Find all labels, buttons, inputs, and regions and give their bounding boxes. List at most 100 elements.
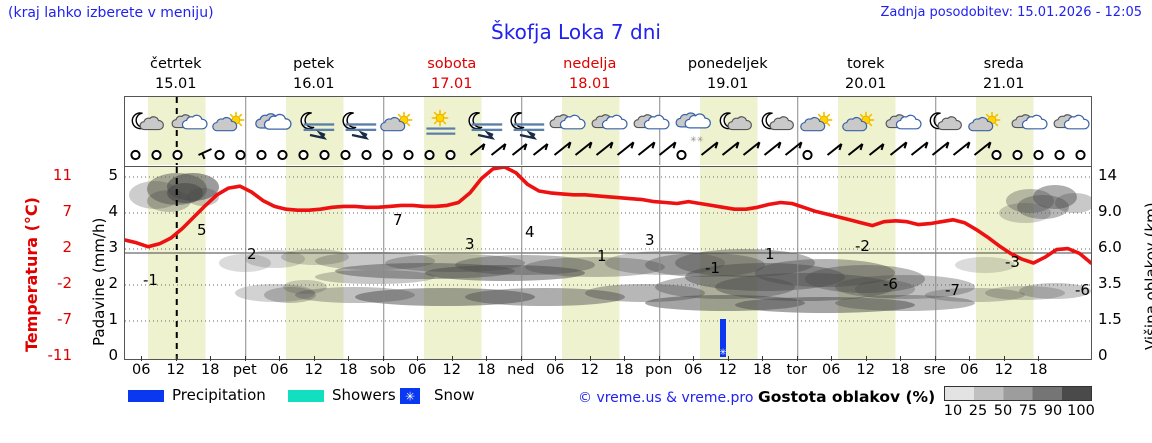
- cloud-blob-23: [675, 249, 815, 277]
- x-tick-20: 06: [822, 362, 841, 378]
- x-tick-7: sob: [369, 362, 396, 378]
- weather-icon-20: [968, 111, 1001, 132]
- temp-label-5: 4: [525, 223, 535, 241]
- cloud-blob-3: [167, 183, 203, 203]
- barb-flag: [481, 143, 486, 151]
- daylight-band-plot-5: [838, 167, 896, 359]
- cloud-scale-label-3: 75: [1018, 403, 1038, 419]
- weather-icon-10: [549, 114, 586, 130]
- calm-circle-icon: [130, 149, 141, 161]
- barb-shaft: [784, 141, 803, 156]
- weather-icon-5: [342, 112, 377, 140]
- sun-ray-icon: [868, 113, 873, 118]
- day-name: sobota: [427, 56, 477, 72]
- day-date: 15.01: [154, 76, 197, 92]
- wind-barb-11: [361, 149, 372, 161]
- barb-flag: [672, 141, 677, 149]
- wind-barb-39: [952, 141, 971, 156]
- legend-swatch-precipitation: [128, 390, 164, 402]
- wind-barb-19: [532, 143, 549, 156]
- cloud-icon: [601, 114, 628, 130]
- wind-barb-21: [574, 141, 593, 156]
- temp-label-6: 1: [597, 247, 607, 265]
- cloud-icon: [895, 114, 922, 130]
- day-date: 20.01: [844, 76, 887, 92]
- weather-icon-22: [1053, 114, 1090, 130]
- wind-barb-29: [742, 141, 761, 156]
- temp-label-11: -6: [883, 275, 898, 293]
- cloudheight-tick-4: 1.5: [1098, 310, 1122, 328]
- sun-ray-icon: [817, 113, 822, 118]
- x-tick-6: 18: [339, 362, 358, 378]
- calm-circle-icon: [256, 149, 267, 161]
- x-tick-24: 06: [960, 362, 979, 378]
- x-tick-14: 18: [615, 362, 634, 378]
- barb-flag: [567, 141, 572, 149]
- haze-line-icon: [471, 128, 503, 132]
- barb-shaft: [742, 141, 761, 156]
- cloud-blob-24: [685, 263, 845, 291]
- x-tick-18: 18: [753, 362, 772, 378]
- cloud-blob-25: [755, 259, 895, 287]
- weather-icons-svg: ✳✳: [130, 97, 1090, 165]
- barb-shaft: [952, 141, 971, 156]
- barb-flag: [651, 141, 656, 149]
- calm-circle-icon: [676, 149, 687, 161]
- temp-label-0: -1: [143, 271, 158, 289]
- sun-ray-icon: [826, 122, 831, 127]
- barb-flag: [966, 141, 971, 149]
- precip-tick-4: 1: [108, 310, 118, 328]
- cloudheight-tick-3: 3.5: [1098, 274, 1122, 292]
- weather-icon-1: [171, 114, 208, 130]
- precip-tick-1: 4: [108, 202, 118, 220]
- wind-barb-15: [445, 149, 456, 161]
- x-tick-22: 18: [891, 362, 910, 378]
- x-tick-12: 06: [546, 362, 565, 378]
- sun-ray-icon: [406, 113, 411, 118]
- x-tick-mark-15: [658, 356, 660, 361]
- wind-barb-27: [700, 141, 719, 156]
- page-title: Škofja Loka 7 dni: [491, 20, 661, 44]
- sun-ray-icon: [442, 111, 447, 116]
- cloudheight-tick-0: 14: [1098, 166, 1118, 184]
- wind-barb-45: [1075, 149, 1086, 161]
- day-name: četrtek: [149, 56, 202, 72]
- barb-flag: [880, 143, 885, 151]
- weather-icon-21: [1011, 114, 1048, 130]
- cloud-blob-34: [985, 286, 1065, 300]
- weather-icon-4: [300, 112, 335, 140]
- barb-flag: [945, 141, 950, 149]
- cloud-blob-35: [1019, 283, 1091, 299]
- weather-icon-16: [800, 111, 833, 132]
- snow-marker-icon: ✳: [719, 348, 727, 358]
- x-tick-mark-18: [762, 356, 764, 361]
- weather-icon-3: [255, 113, 292, 130]
- cloud-icon: [727, 116, 752, 131]
- cloud-blob-16: [235, 284, 315, 302]
- cloud-icon: [968, 116, 994, 132]
- copyright-link[interactable]: © vreme.us & vreme.pro: [578, 390, 754, 406]
- barb-flag: [201, 153, 206, 160]
- x-tick-11: ned: [507, 362, 535, 378]
- haze-line-icon: [471, 123, 503, 126]
- plot-svg: ✳ -1 5 2 7 3 4 1 3 -1 1 -2 -6 -7 -3 -6: [125, 167, 1091, 359]
- wind-barb-8: [298, 149, 309, 161]
- cloud-blob-36: [955, 257, 1015, 273]
- wind-barb-42: [1012, 149, 1023, 161]
- day-header-6: sreda 21.01: [935, 54, 1073, 96]
- cloud-icon: [212, 116, 238, 132]
- temp-label-1: 5: [197, 221, 207, 239]
- x-tick-mark-24: [969, 356, 971, 361]
- cloud-blob-26: [715, 273, 895, 301]
- x-tick-19: tor: [786, 362, 808, 378]
- x-tick-mark-20: [831, 356, 833, 361]
- sun-ray-icon: [442, 120, 447, 125]
- cloud-scale-label-5: 100: [1067, 403, 1095, 419]
- precip-bar-0[interactable]: [720, 319, 726, 357]
- day-name: nedelja: [563, 56, 617, 72]
- barb-shaft: [574, 141, 593, 156]
- barb-flag: [859, 143, 864, 151]
- haze-line-icon: [426, 132, 456, 135]
- cloud-icon: [1063, 114, 1090, 130]
- x-tick-4: 06: [270, 362, 289, 378]
